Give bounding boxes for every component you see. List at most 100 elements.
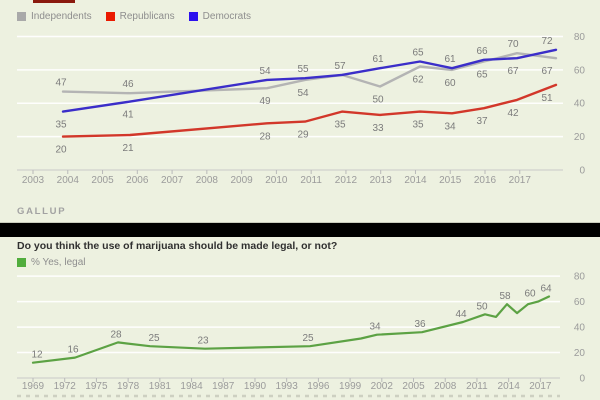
x-tick-label-1972: 1972 xyxy=(54,381,77,392)
independents-legend-label: Independents xyxy=(31,11,92,22)
x-tick-label-2008: 2008 xyxy=(434,381,457,392)
x-tick-label-2011: 2011 xyxy=(466,381,488,392)
republicans-value-label-2003: 20 xyxy=(55,145,67,156)
x-tick-label-2005: 2005 xyxy=(402,381,425,392)
x-tick-label-2007: 2007 xyxy=(161,175,184,186)
x-tick-label-1990: 1990 xyxy=(244,381,267,392)
independents-value-label-2012: 50 xyxy=(372,95,384,106)
x-tick-label-2014: 2014 xyxy=(404,175,427,186)
x-tick-label-2009: 2009 xyxy=(230,175,253,186)
y-tick-label-40: 40 xyxy=(574,323,586,334)
y-tick-label-80: 80 xyxy=(574,32,586,43)
y-tick-label-20: 20 xyxy=(574,348,586,359)
y-tick-label-0: 0 xyxy=(579,166,585,177)
y-tick-label-60: 60 xyxy=(574,297,586,308)
independents-value-label-2005: 46 xyxy=(122,79,134,90)
yes-legal-value-label-1995: 25 xyxy=(302,333,314,344)
republicans-value-label-2011: 35 xyxy=(334,120,346,131)
republicans-value-label-2009: 28 xyxy=(259,131,271,142)
democrats-value-label-2003: 35 xyxy=(55,120,67,131)
yes-legal-swatch-icon xyxy=(17,258,26,267)
independents-value-label-2016: 70 xyxy=(507,39,519,50)
x-tick-label-2003: 2003 xyxy=(22,175,45,186)
x-tick-label-1993: 1993 xyxy=(276,381,299,392)
section-divider xyxy=(0,222,600,237)
x-tick-label-1996: 1996 xyxy=(307,381,330,392)
x-tick-label-2017: 2017 xyxy=(529,381,552,392)
x-tick-label-2002: 2002 xyxy=(371,381,394,392)
x-tick-label-2016: 2016 xyxy=(474,175,497,186)
democrats-value-label-2016: 67 xyxy=(507,66,519,77)
yes-legal-value-label-2013: 58 xyxy=(499,291,511,302)
gallup-source-label: GALLUP xyxy=(17,206,67,217)
republicans-value-label-2005: 21 xyxy=(122,143,134,154)
independents-value-label-2010: 54 xyxy=(297,88,309,99)
party-trend-chart: Independents Republicans Democrats 80 60 40 2… xyxy=(17,0,586,217)
republicans-value-label-2012: 33 xyxy=(372,123,384,134)
independents-legend-item: Independents xyxy=(17,11,92,22)
democrats-value-label-2012: 61 xyxy=(372,54,384,65)
democrats-value-label-2009: 54 xyxy=(259,66,271,77)
x-tick-label-1969: 1969 xyxy=(22,381,45,392)
democrats-value-label-2013: 65 xyxy=(412,48,424,59)
x-tick-label-1978: 1978 xyxy=(117,381,140,392)
democrats-legend-item: Democrats xyxy=(188,11,251,22)
republicans-value-label-2017: 51 xyxy=(541,93,553,104)
yes-legal-value-label-1979: 25 xyxy=(148,333,160,344)
republicans-value-label-2015: 37 xyxy=(476,116,488,127)
democrats-value-label-2014: 61 xyxy=(444,54,456,65)
party-trend-plot: 80 60 40 20 0 2003 2004 2005 2006 2007 2008 2009 201… xyxy=(17,32,586,186)
democrats-swatch-icon xyxy=(188,12,198,21)
legal-trend-plot: 80 60 40 20 0 1969 1972 1975 1978 1981 1984 1987 199… xyxy=(17,272,586,398)
cropped-red-banner xyxy=(33,0,75,3)
democrats-value-label-2010: 55 xyxy=(297,64,309,75)
republicans-legend-label: Republicans xyxy=(119,11,175,22)
x-tick-label-2006: 2006 xyxy=(126,175,149,186)
republicans-value-label-2010: 29 xyxy=(297,130,309,141)
independents-value-label-2009: 49 xyxy=(259,96,271,107)
x-tick-label-2005: 2005 xyxy=(91,175,114,186)
republicans-legend-item: Republicans xyxy=(105,11,175,22)
y-tick-label-80: 80 xyxy=(574,272,586,283)
yes-legal-value-label-2011: 50 xyxy=(476,301,488,312)
republicans-value-label-2016: 42 xyxy=(507,108,519,119)
x-tick-label-2008: 2008 xyxy=(196,175,219,186)
independents-value-label-2013: 62 xyxy=(412,75,424,86)
republicans-swatch-icon xyxy=(105,12,115,21)
independents-value-label-2015: 65 xyxy=(476,70,488,81)
x-tick-label-1981: 1981 xyxy=(149,381,172,392)
yes-legal-value-label-1977: 28 xyxy=(110,329,122,340)
yes-legal-value-label-2005: 36 xyxy=(414,319,426,330)
x-tick-label-2017: 2017 xyxy=(509,175,532,186)
x-tick-label-2014: 2014 xyxy=(498,381,521,392)
democrats-value-label-2005: 41 xyxy=(122,110,134,121)
independents-value-label-2014: 60 xyxy=(444,78,456,89)
yes-legal-value-label-1969: 12 xyxy=(31,350,43,361)
independents-value-label-2003: 47 xyxy=(55,78,67,89)
x-tick-label-2011: 2011 xyxy=(300,175,322,186)
yes-legal-legend-item: % Yes, legal xyxy=(17,257,86,268)
x-tick-label-1975: 1975 xyxy=(85,381,108,392)
yes-legal-value-label-2016: 60 xyxy=(524,289,536,300)
x-tick-label-2010: 2010 xyxy=(265,175,288,186)
yes-legal-value-label-1973: 16 xyxy=(67,345,79,356)
x-tick-label-1984: 1984 xyxy=(180,381,203,392)
republicans-line xyxy=(61,83,558,138)
yes-legal-value-label-1985: 23 xyxy=(197,336,209,347)
yes-legal-value-label-2001: 34 xyxy=(369,322,381,333)
y-tick-label-20: 20 xyxy=(574,132,586,143)
yes-legal-value-label-2017: 64 xyxy=(540,284,552,295)
republicans-value-label-2013: 35 xyxy=(412,120,424,131)
republicans-value-label-2014: 34 xyxy=(444,121,456,132)
democrats-value-label-2011: 57 xyxy=(334,61,346,72)
legal-trend-chart: Do you think the use of marijuana should… xyxy=(0,237,600,400)
democrats-value-label-2015: 66 xyxy=(476,46,488,57)
y-tick-label-0: 0 xyxy=(579,374,585,385)
x-tick-label-2012: 2012 xyxy=(335,175,358,186)
survey-question: Do you think the use of marijuana should… xyxy=(17,240,338,252)
yes-legal-legend-label: % Yes, legal xyxy=(31,257,86,268)
x-tick-label-2004: 2004 xyxy=(57,175,80,186)
yes-legal-legend: % Yes, legal xyxy=(17,257,86,268)
x-tick-label-1999: 1999 xyxy=(339,381,362,392)
